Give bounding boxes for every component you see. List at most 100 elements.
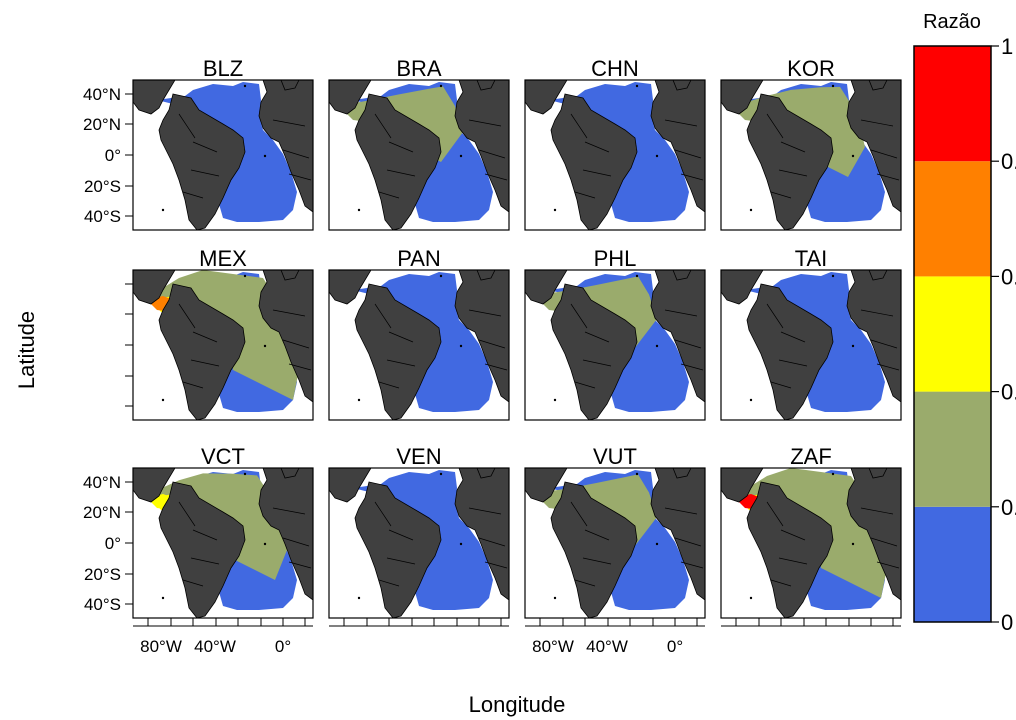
map-panel-blz: BLZ 40°N 20°N 0° 20°S 40°S: [83, 56, 314, 231]
map-panel-tai: TAI: [720, 246, 902, 421]
island-dot: [357, 596, 361, 600]
y-tick-label: 20°S: [84, 177, 121, 196]
panel-title: VEN: [396, 444, 441, 469]
island-dot: [439, 472, 443, 476]
panel-frame: [328, 269, 510, 421]
island-dot: [263, 154, 267, 158]
x-axis-label: Longitude: [469, 692, 566, 717]
panel-frame: [328, 79, 510, 231]
legend-swatch: [914, 506, 991, 622]
island-dot: [161, 596, 165, 600]
y-tick-label: 20°S: [84, 565, 121, 584]
island-dot: [263, 542, 267, 546]
island-dot: [831, 472, 835, 476]
island-dot: [459, 542, 463, 546]
island-dot: [851, 154, 855, 158]
color-legend: Razão 1 0.8 0.6 0.4 0.2 0: [913, 11, 1016, 635]
map-panels: BLZ 40°N 20°N 0° 20°S 40°S BRA CHN KOR MEX PAN PHL T…: [83, 56, 902, 656]
island-dot: [459, 344, 463, 348]
legend-tick-label: 0.8: [1001, 149, 1016, 174]
panel-title: PHL: [594, 246, 637, 271]
panel-title: PAN: [397, 246, 441, 271]
country-borders: [374, 501, 508, 587]
island-dot: [161, 208, 165, 212]
panel-title: BRA: [396, 56, 442, 81]
country-borders: [570, 113, 704, 199]
island-dot: [749, 596, 753, 600]
y-tick-label: 40°S: [84, 595, 121, 614]
panel-title: MEX: [199, 246, 247, 271]
panel-title: ZAF: [790, 444, 832, 469]
country-borders: [766, 303, 900, 389]
y-tick-label: 0°: [105, 146, 121, 165]
map-panel-vut: VUT 80°W 40°W 0°: [524, 444, 706, 656]
map-panel-pan: PAN: [328, 246, 510, 421]
island-dot: [357, 208, 361, 212]
x-tick-label: 80°W: [532, 637, 574, 656]
island-dot: [831, 84, 835, 88]
island-dot: [553, 208, 557, 212]
island-dot: [439, 274, 443, 278]
country-borders: [178, 501, 312, 587]
map-panel-vct: VCT 40°N 20°N 0° 20°S 40°S 80°W 40°W 0°: [83, 444, 314, 656]
island-dot: [635, 472, 639, 476]
panel-frame: [524, 467, 706, 619]
x-tick-label: 40°W: [586, 637, 628, 656]
island-dot: [851, 542, 855, 546]
island-dot: [553, 596, 557, 600]
country-borders: [178, 303, 312, 389]
country-borders: [374, 303, 508, 389]
legend-tick-label: 0.4: [1001, 380, 1016, 405]
x-tick-label: 80°W: [140, 637, 182, 656]
panel-frame: [328, 467, 510, 619]
y-tick-label: 0°: [105, 534, 121, 553]
map-panel-chn: CHN: [524, 56, 706, 231]
legend-tick-label: 1: [1001, 34, 1013, 59]
y-axis-label: Latitude: [14, 311, 39, 389]
country-borders: [570, 501, 704, 587]
country-borders: [374, 113, 508, 199]
country-borders: [570, 303, 704, 389]
island-dot: [655, 542, 659, 546]
legend-frame: [913, 45, 992, 623]
y-tick-label: 40°N: [83, 473, 121, 492]
panel-title: CHN: [591, 56, 639, 81]
legend-swatch: [914, 46, 991, 162]
map-panel-bra: BRA: [328, 56, 510, 231]
y-tick-label: 40°N: [83, 85, 121, 104]
y-tick-label: 20°N: [83, 115, 121, 134]
legend-tick-label: 0.6: [1001, 264, 1016, 289]
island-dot: [263, 344, 267, 348]
panel-title: KOR: [787, 56, 835, 81]
y-tick-label: 20°N: [83, 503, 121, 522]
legend-swatch: [914, 161, 991, 277]
panel-title: VUT: [593, 444, 637, 469]
country-borders: [766, 501, 900, 587]
map-panel-zaf: ZAF: [720, 444, 902, 627]
map-panel-kor: KOR: [720, 56, 902, 231]
panel-frame: [720, 79, 902, 231]
island-dot: [161, 398, 165, 402]
island-dot: [635, 84, 639, 88]
legend-tick-label: 0.2: [1001, 495, 1016, 520]
country-borders: [766, 113, 900, 199]
island-dot: [357, 398, 361, 402]
legend-swatch: [914, 276, 991, 392]
island-dot: [749, 208, 753, 212]
x-tick-label: 40°W: [194, 637, 236, 656]
panel-frame: [720, 467, 902, 619]
map-panel-ven: VEN: [328, 444, 510, 627]
legend-title: Razão: [923, 11, 981, 33]
y-tick-label: 40°S: [84, 207, 121, 226]
legend-tick-label: 0: [1001, 610, 1013, 635]
panel-frame: [524, 79, 706, 231]
island-dot: [655, 154, 659, 158]
map-panel-phl: PHL: [524, 246, 706, 421]
country-borders: [178, 113, 312, 199]
island-dot: [439, 84, 443, 88]
island-dot: [459, 154, 463, 158]
island-dot: [635, 274, 639, 278]
x-tick-label: 0°: [275, 637, 291, 656]
legend-swatch: [914, 391, 991, 507]
